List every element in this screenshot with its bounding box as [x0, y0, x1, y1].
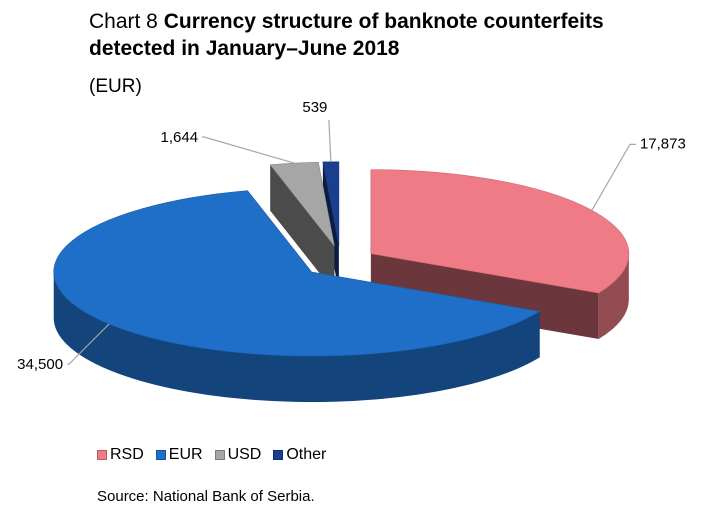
- legend-label-other: Other: [286, 446, 327, 463]
- legend-swatch-eur: [155, 450, 166, 460]
- pie-slices: [53, 161, 630, 403]
- legend-label-rsd: RSD: [110, 446, 144, 463]
- data-labels: 17,873 34,500 1,644 539: [17, 99, 686, 373]
- chart-title: Chart 8 Currency structure of banknote c…: [89, 8, 689, 62]
- legend-swatch-usd: [214, 450, 225, 460]
- pie-slice-rsd: [370, 169, 630, 340]
- chart-legend: RSD EUR USD Other: [97, 446, 326, 464]
- pie-slice-eur: [53, 190, 541, 403]
- chart-title-text: Currency structure of banknote counterfe…: [89, 10, 604, 60]
- leader-line-usd: [202, 136, 295, 164]
- legend-swatch-rsd: [97, 450, 107, 460]
- data-label-eur: 34,500: [17, 356, 63, 373]
- data-label-usd: 1,644: [161, 129, 199, 146]
- chart-number: Chart 8: [89, 10, 158, 33]
- data-label-rsd: 17,873: [640, 135, 686, 152]
- legend-label-usd: USD: [227, 446, 262, 463]
- leader-line-eur: [67, 323, 110, 365]
- legend-item-usd: USD: [214, 446, 262, 464]
- legend-item-eur: EUR: [155, 446, 203, 464]
- legend-item-rsd: RSD: [97, 446, 144, 464]
- leader-line-rsd: [591, 143, 636, 211]
- chart-source: Source: National Bank of Serbia.: [97, 488, 315, 505]
- pie-chart: 17,873 34,500 1,644 539: [17, 99, 686, 403]
- legend-item-other: Other: [273, 446, 326, 464]
- chart-unit: (EUR): [89, 76, 142, 97]
- legend-swatch-other: [273, 450, 284, 460]
- data-label-other: 539: [302, 99, 327, 116]
- legend-label-eur: EUR: [168, 446, 203, 463]
- leader-line-other: [328, 119, 332, 162]
